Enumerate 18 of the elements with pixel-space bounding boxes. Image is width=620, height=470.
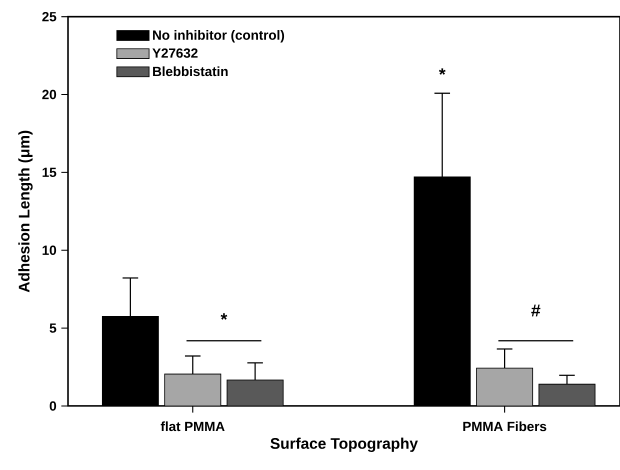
- y-tick-label: 25: [42, 12, 56, 22]
- x-axis-title: Surface Topography: [270, 438, 418, 452]
- legend-label: Y27632: [152, 48, 198, 58]
- legend-label: Blebbistatin: [153, 66, 228, 76]
- y-tick-label: 15: [42, 168, 56, 178]
- x-tick-label: PMMA Fibers: [463, 421, 546, 432]
- y-tick-label: 5: [50, 323, 56, 333]
- y-tick-label: 10: [42, 246, 56, 255]
- y-axis-title: Adhesion Length (μm): [18, 130, 33, 292]
- x-tick-label: flat PMMA: [160, 421, 225, 432]
- legend-label: No inhibitor (control): [153, 30, 284, 42]
- bar: [476, 368, 534, 406]
- y-tick-label: 20: [42, 90, 56, 100]
- annotation: *: [438, 68, 446, 75]
- y-tick-label: 0: [50, 401, 56, 411]
- annotation: *: [220, 313, 228, 320]
- bar: [164, 374, 222, 406]
- annotation: #: [531, 304, 540, 316]
